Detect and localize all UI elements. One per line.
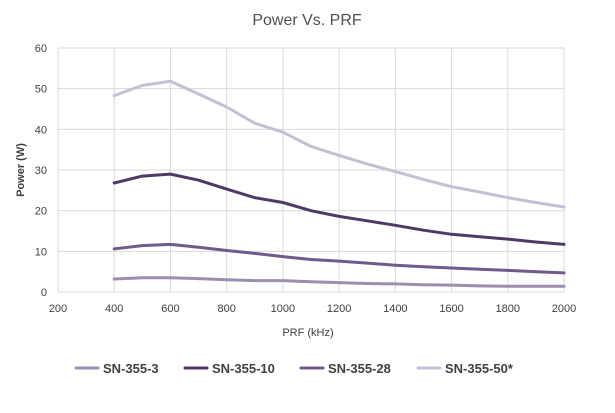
x-tick-label: 400 [105,303,123,315]
y-tick-label: 10 [35,246,47,258]
y-tick-label: 60 [35,43,47,55]
grid [57,47,565,293]
legend-label: SN-355-3 [103,361,159,376]
x-tick-label: 600 [161,303,179,315]
series-line-sn-355-10 [112,172,566,246]
legend-label: SN-355-10 [212,361,275,376]
x-tick-label: 1200 [327,303,351,315]
x-tick-label: 1600 [439,303,463,315]
y-tick-label: 20 [35,206,47,218]
series-line-sn-355-28 [112,242,566,275]
y-axis-label: Power (W) [15,143,27,197]
x-tick-label: 1400 [383,303,407,315]
x-tick-label: 1800 [496,303,520,315]
legend-label: SN-355-50* [445,361,514,376]
x-tick-label: 800 [217,303,235,315]
x-tick-label: 200 [49,303,67,315]
y-tick-label: 50 [35,84,47,96]
x-tick-label: 1000 [271,303,295,315]
series-line-sn-355-50 [112,79,566,209]
x-axis-label: PRF (kHz) [282,327,333,339]
x-tick-label: 2000 [552,303,576,315]
y-tick-label: 0 [41,287,47,299]
tick-labels: 0 10 20 30 40 50 60 200 400 600 800 1000 1200 1400 160… [35,43,576,315]
y-tick-label: 30 [35,165,47,177]
series-lines [112,79,566,288]
series-line-sn-355-3 [112,276,566,288]
legend-label: SN-355-28 [328,361,391,376]
legend: SN-355-3 SN-355-10 SN-355-28 SN-355-50* [74,361,514,376]
y-tick-label: 40 [35,124,47,136]
chart-title: Power Vs. PRF [252,12,362,29]
